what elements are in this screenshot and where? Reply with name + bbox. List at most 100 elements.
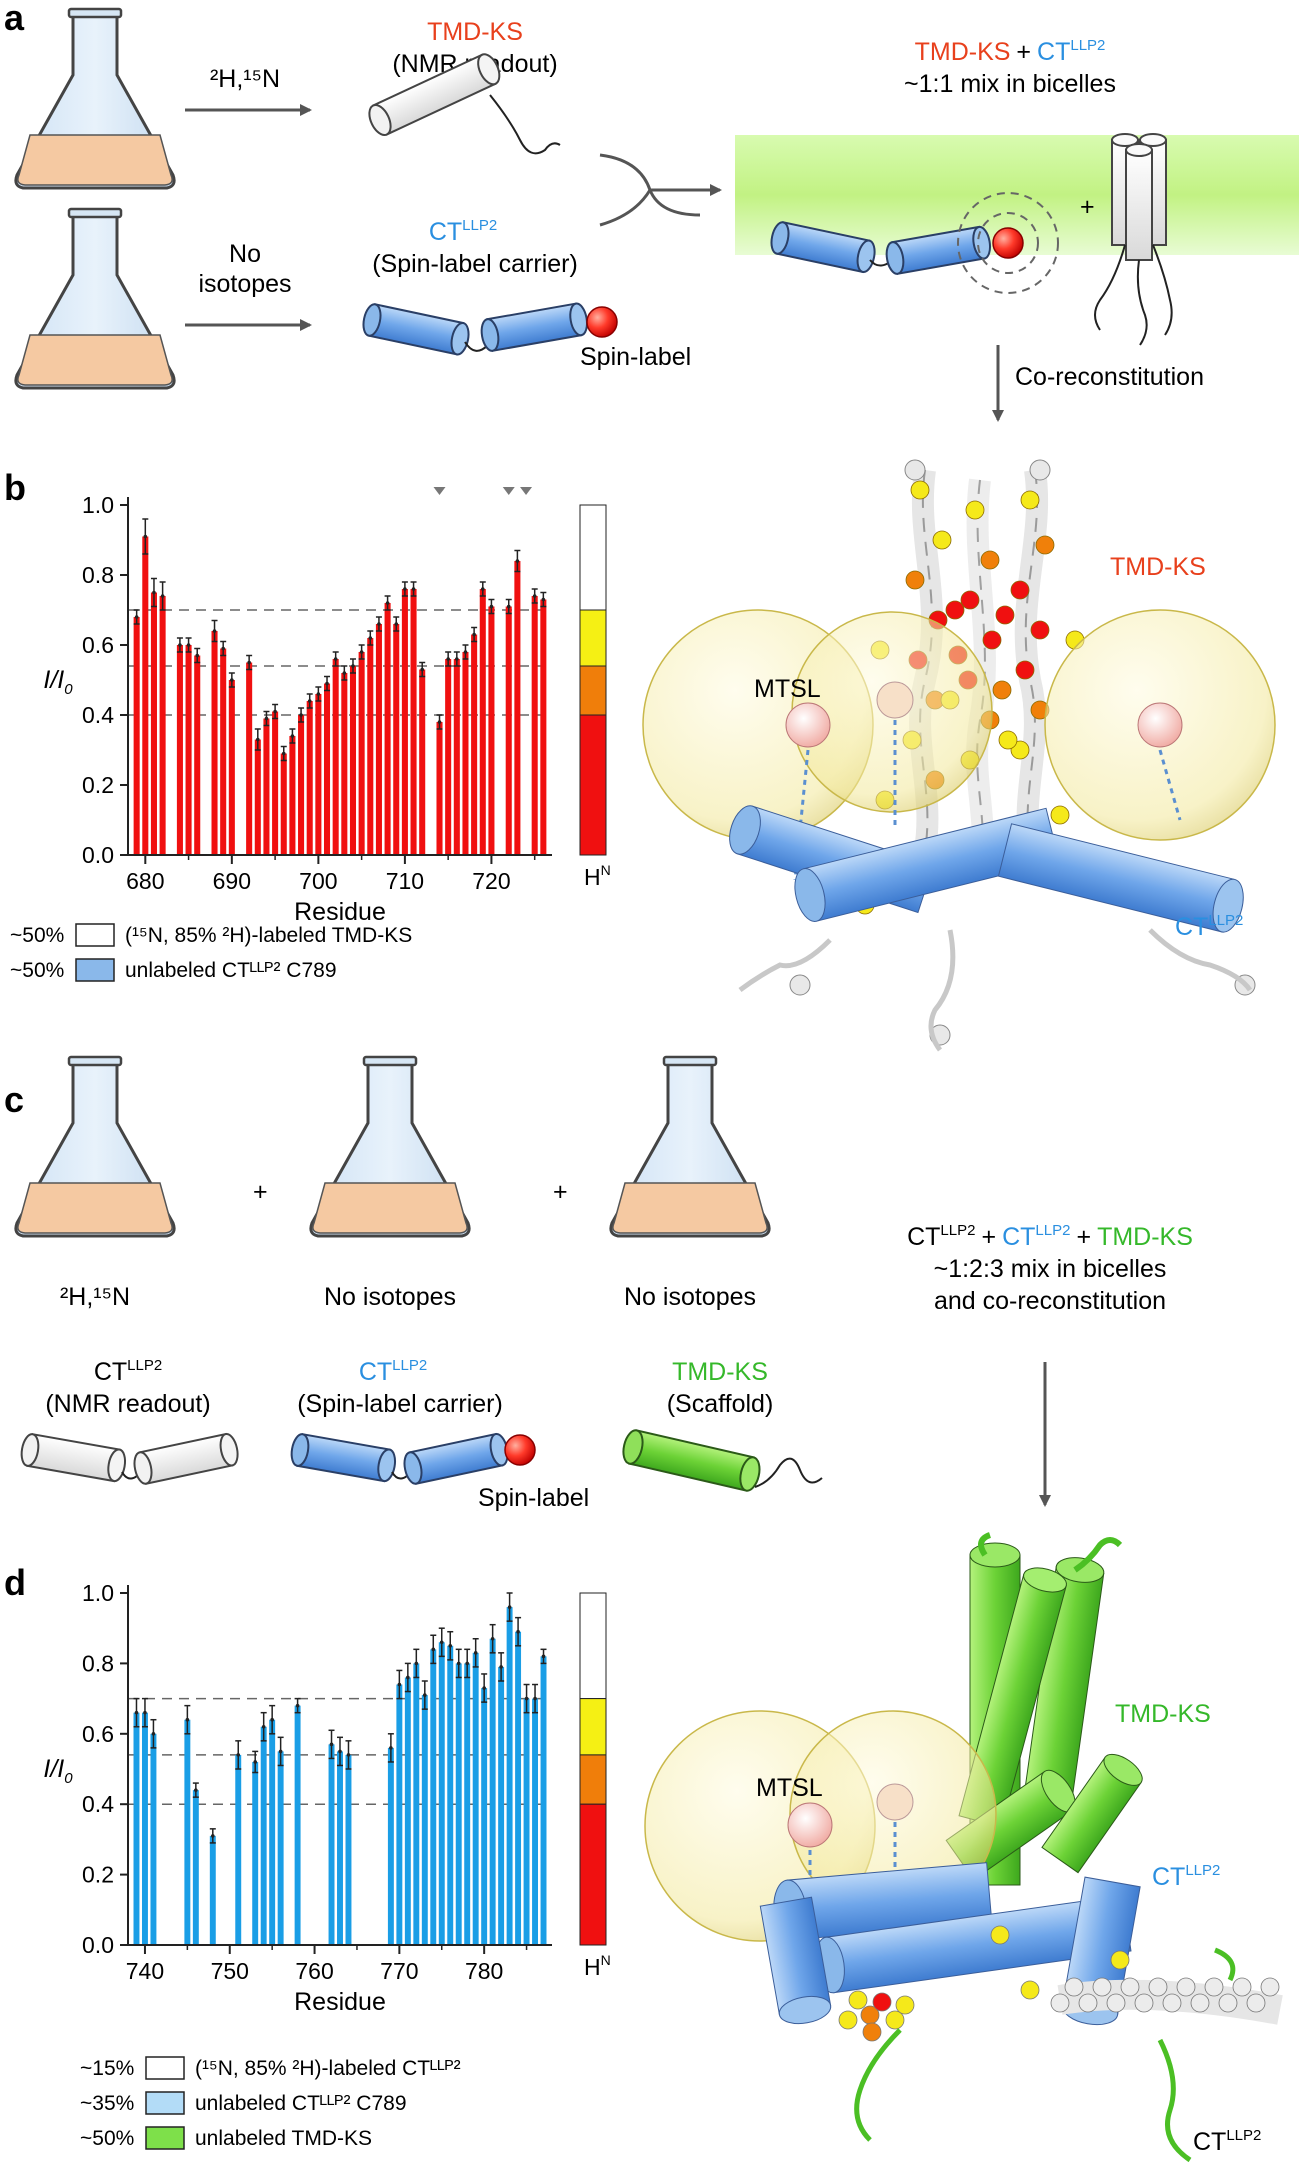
bar-point (185, 1717, 190, 1722)
terminal-bead-icon (789, 974, 811, 996)
bar (133, 617, 140, 855)
bar-point (499, 1665, 503, 1669)
bar (341, 673, 348, 855)
scale-label-sup: N (601, 862, 611, 878)
residue-bead-icon (895, 1995, 915, 2015)
panel-b-letter: b (4, 467, 26, 508)
legend-pct: ~15% (80, 2057, 134, 2080)
bar-point (160, 594, 165, 598)
bar (462, 652, 469, 855)
bar (410, 589, 417, 855)
bar (323, 683, 331, 855)
c-ct1-title: CTLLP2 (94, 1357, 162, 1386)
bar-point (506, 604, 511, 609)
residue-bead-icon (1092, 1977, 1112, 1997)
c-tmd-title: TMD-KS (672, 1358, 768, 1386)
bar (447, 1645, 454, 1945)
legend-swatch (145, 2056, 185, 2080)
residue-bead-icon (995, 605, 1015, 625)
bar-point (281, 751, 286, 756)
coreconstitution-label: Co-reconstitution (1015, 363, 1204, 391)
bar-point (431, 1647, 436, 1652)
residue-bead-icon (848, 1990, 868, 2010)
bar (220, 648, 227, 855)
bar-point (411, 587, 416, 591)
residue-bead-icon (998, 730, 1018, 750)
bar (453, 659, 460, 855)
residue-bead-icon (982, 630, 1002, 650)
bar-point (290, 734, 295, 738)
bar-point (134, 1710, 139, 1715)
c-ct2-subtitle: (Spin-label carrier) (297, 1390, 503, 1418)
mix-title: TMD-KS + CTLLP2 (915, 37, 1106, 66)
bar (235, 1754, 242, 1945)
bar-point (377, 622, 381, 626)
residue-bead-icon (1176, 1977, 1196, 1997)
mol-d-ct-black: CTLLP2 (1193, 2127, 1261, 2156)
mix-c-line2: ~1:2:3 mix in bicelles (934, 1255, 1167, 1283)
c-ct1-subtitle: (NMR readout) (45, 1390, 210, 1418)
bar-point (439, 1640, 444, 1645)
bar (479, 589, 486, 855)
mol-b-mtsl: MTSL (754, 675, 821, 703)
bar-point (420, 667, 425, 672)
bar (228, 680, 235, 855)
residue-bead-icon (980, 550, 1000, 570)
bar-point (456, 1661, 461, 1666)
legend-text: unlabeled TMD-KS (195, 2127, 372, 2150)
x-tick-label: 780 (465, 1958, 503, 1984)
panel-d-letter: d (4, 1562, 26, 1603)
mol-d-mtsl: MTSL (756, 1774, 823, 1802)
flask-c-plus-1: + (253, 1178, 268, 1206)
scale-label: HN (584, 1952, 611, 1980)
bar (150, 1733, 157, 1945)
panel-c-letter: c (4, 1079, 24, 1120)
bar (532, 1698, 539, 1945)
x-tick-label: 700 (299, 868, 337, 894)
bar (277, 1751, 284, 1945)
spin-label-text: Spin-label (580, 343, 691, 371)
bar (471, 634, 478, 855)
bar (150, 592, 157, 855)
residue-bead-icon (960, 590, 980, 610)
bar (272, 711, 279, 855)
bar-point (270, 1717, 274, 1722)
bar (159, 596, 166, 855)
c-tmd-cylinder-icon (622, 1429, 761, 1492)
scale-band (579, 504, 607, 611)
bar-point (524, 1696, 529, 1701)
y-axis-label-sub: 0 (64, 1770, 73, 1787)
residue-bead-icon (945, 600, 965, 620)
legend-pct: ~50% (80, 2127, 134, 2150)
bar-point (264, 716, 269, 721)
bar-point (403, 587, 407, 591)
terminal-bead-icon (904, 459, 926, 481)
bar-point (448, 1644, 453, 1648)
merge-arrow-bottom (599, 189, 652, 227)
residue-bead-icon (1010, 580, 1030, 600)
x-tick-label: 760 (295, 1958, 333, 1984)
residue-bead-icon (1015, 660, 1035, 680)
bar (514, 561, 521, 855)
triangle-marker-icon (520, 487, 533, 495)
bar (540, 1656, 547, 1945)
legend-swatch (75, 958, 115, 982)
y-tick-label: 0.2 (82, 772, 114, 798)
residue-bead-icon (885, 2010, 905, 2030)
bar-point (143, 1710, 147, 1715)
bar (209, 1835, 216, 1945)
c-tmd-subtitle: (Scaffold) (667, 1390, 774, 1418)
x-axis-label: Residue (294, 898, 386, 926)
bar (254, 739, 261, 855)
flask-isotope-icon (14, 7, 176, 190)
c-ct2-cylinder-2-icon (403, 1432, 509, 1485)
panel-a-letter: a (4, 0, 25, 38)
mix-c-line3: and co-reconstitution (934, 1287, 1166, 1315)
bar-point (278, 1749, 283, 1754)
y-tick-label: 0.6 (82, 1721, 114, 1747)
bar (332, 659, 339, 855)
residue-bead-icon (1020, 1980, 1040, 2000)
bar (263, 718, 270, 855)
bar (280, 753, 287, 855)
legend-pct: ~35% (80, 2092, 134, 2115)
